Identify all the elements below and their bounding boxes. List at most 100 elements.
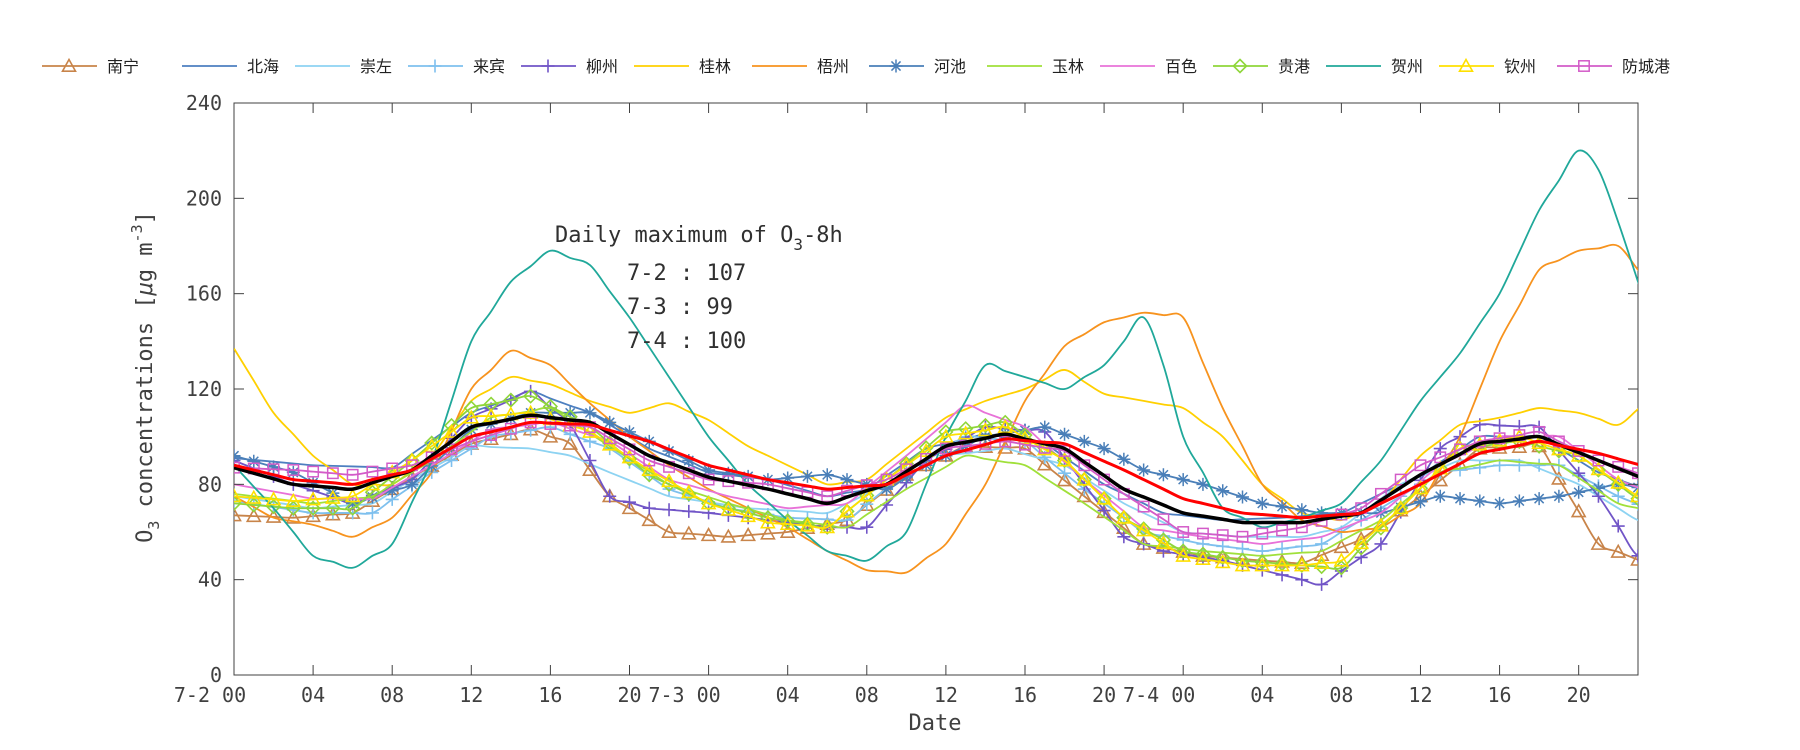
data-point	[1651, 561, 1664, 573]
data-point	[1175, 547, 1192, 562]
data-point	[779, 523, 796, 539]
data-point	[760, 525, 776, 540]
data-point	[1790, 521, 1800, 533]
data-point	[1433, 442, 1447, 456]
data-point	[1790, 526, 1800, 539]
y-axis-label: O3 concentrations [μg m-3]	[128, 211, 163, 543]
data-point	[1730, 553, 1743, 566]
data-point	[1671, 514, 1684, 527]
legend-marker	[428, 59, 442, 73]
data-point	[325, 500, 341, 516]
data-point	[1770, 492, 1783, 505]
legend-label: 钦州	[1504, 57, 1536, 76]
data-point	[1453, 492, 1467, 506]
data-point	[1651, 543, 1664, 556]
series-3	[234, 444, 1638, 539]
data-point	[1473, 461, 1487, 475]
data-point	[799, 517, 816, 532]
data-point	[463, 400, 479, 416]
data-point	[1770, 556, 1783, 569]
legend-marker	[889, 59, 903, 73]
data-point	[641, 511, 658, 527]
data-point	[740, 527, 757, 542]
legend: 南宁 北海 崇左 来宾 柳州 桂林 梧州 河池 玉林 百色 贵港 贺州 钦州 防城港	[42, 57, 1670, 76]
data-point	[1671, 502, 1684, 515]
data-point	[1036, 456, 1053, 471]
x-tick-label: 20	[1092, 683, 1116, 707]
data-point	[682, 504, 696, 518]
legend-label: 南宁	[107, 57, 139, 76]
data-point	[957, 425, 974, 440]
x-tick-label: 20	[1567, 683, 1591, 707]
data-point	[1790, 526, 1800, 538]
data-point	[1730, 513, 1743, 526]
data-point	[1790, 492, 1800, 505]
data-point	[1691, 543, 1704, 556]
legend-item: 崇左	[295, 57, 392, 76]
legend-label: 贺州	[1391, 57, 1423, 76]
data-point	[1730, 492, 1743, 505]
data-point	[1117, 530, 1131, 544]
data-point	[1770, 521, 1783, 533]
x-tick-label: 12	[934, 683, 958, 707]
data-point	[1274, 557, 1290, 572]
x-tick-label: 12	[459, 683, 483, 707]
data-point	[1631, 497, 1638, 511]
data-point	[265, 491, 282, 506]
data-point	[1590, 535, 1607, 550]
data-point	[1195, 550, 1211, 566]
data-point	[899, 470, 913, 484]
data-point	[821, 490, 834, 503]
legend-item: 贵港	[1213, 57, 1310, 76]
data-point	[1155, 532, 1172, 548]
series-line	[234, 420, 1638, 520]
data-point	[1791, 479, 1800, 489]
data-point	[1730, 518, 1743, 530]
data-point	[741, 469, 755, 483]
data-point	[1295, 503, 1309, 517]
annotation-line: 7-3 : 99	[627, 295, 733, 320]
legend-item: 钦州	[1439, 57, 1536, 76]
legend-marker	[61, 57, 77, 72]
data-point	[1493, 496, 1507, 510]
data-point	[977, 417, 994, 434]
data-point	[366, 465, 379, 478]
data-point	[1096, 491, 1112, 507]
data-point	[1653, 474, 1663, 484]
data-point	[1256, 527, 1269, 540]
data-point	[621, 449, 638, 464]
data-point	[1196, 477, 1210, 491]
data-point	[682, 454, 696, 467]
data-point	[562, 435, 579, 450]
data-point	[1216, 484, 1230, 498]
data-point	[267, 460, 281, 474]
data-point	[680, 484, 697, 499]
data-point	[463, 409, 480, 424]
data-point	[445, 454, 459, 467]
data-point	[1333, 538, 1350, 554]
legend-item: 南宁	[42, 57, 139, 76]
data-point	[1610, 543, 1627, 558]
data-point	[1730, 521, 1743, 534]
data-point	[583, 454, 597, 467]
data-point	[1076, 471, 1092, 488]
legend-item: 百色	[1100, 57, 1197, 76]
data-point	[1295, 573, 1309, 587]
data-point	[1056, 452, 1073, 467]
series-line	[234, 348, 1638, 522]
data-point	[346, 468, 359, 481]
legend-label: 百色	[1165, 57, 1197, 76]
legend-label: 桂林	[699, 57, 731, 76]
data-point	[234, 449, 241, 463]
data-point	[522, 404, 539, 419]
data-point	[1590, 462, 1607, 478]
data-point	[1234, 557, 1251, 572]
data-point	[1214, 554, 1231, 569]
data-point	[661, 523, 677, 539]
data-point	[464, 442, 478, 456]
data-point	[1077, 434, 1091, 448]
legend-label: 防城港	[1622, 57, 1670, 76]
data-point	[1750, 516, 1763, 529]
series-15	[234, 413, 1638, 525]
series-6	[234, 348, 1638, 522]
